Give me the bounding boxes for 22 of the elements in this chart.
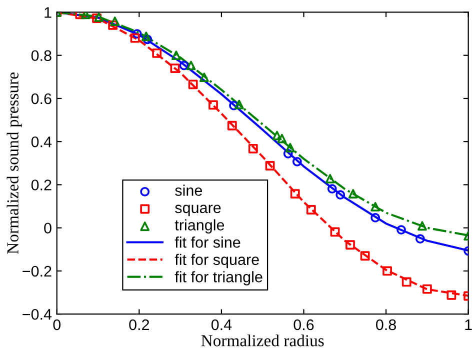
y-tick-label: 0.2 xyxy=(31,180,52,190)
legend-label: fit for sine xyxy=(174,236,240,248)
y-tick-label: 1 xyxy=(44,7,52,18)
x-tick-label: 0.8 xyxy=(376,319,396,330)
legend-label: fit for triangle xyxy=(174,271,262,286)
x-tick-label: 0.6 xyxy=(294,319,314,330)
y-tick-label: 0.8 xyxy=(31,50,52,62)
y-tick-label: −0.4 xyxy=(22,308,52,320)
x-axis-title: Normalized radius xyxy=(201,334,324,346)
y-tick-label: −0.2 xyxy=(22,266,52,277)
x-tick-label: 0.2 xyxy=(129,319,150,330)
x-tick-label: 1 xyxy=(465,320,472,330)
y-tick-label: 0.6 xyxy=(31,93,52,104)
legend-label: triangle xyxy=(174,219,224,234)
x-tick-label: 0.4 xyxy=(211,319,232,330)
y-tick-label: 0 xyxy=(44,222,52,234)
legend-label: square xyxy=(175,204,221,216)
y-axis-title: Normalized sound pressure xyxy=(6,72,22,254)
y-tick-label: 0.4 xyxy=(31,136,52,148)
x-tick-label: 0 xyxy=(53,319,61,330)
legend-label: fit for square xyxy=(174,254,259,268)
legend-label: sine xyxy=(175,184,202,196)
